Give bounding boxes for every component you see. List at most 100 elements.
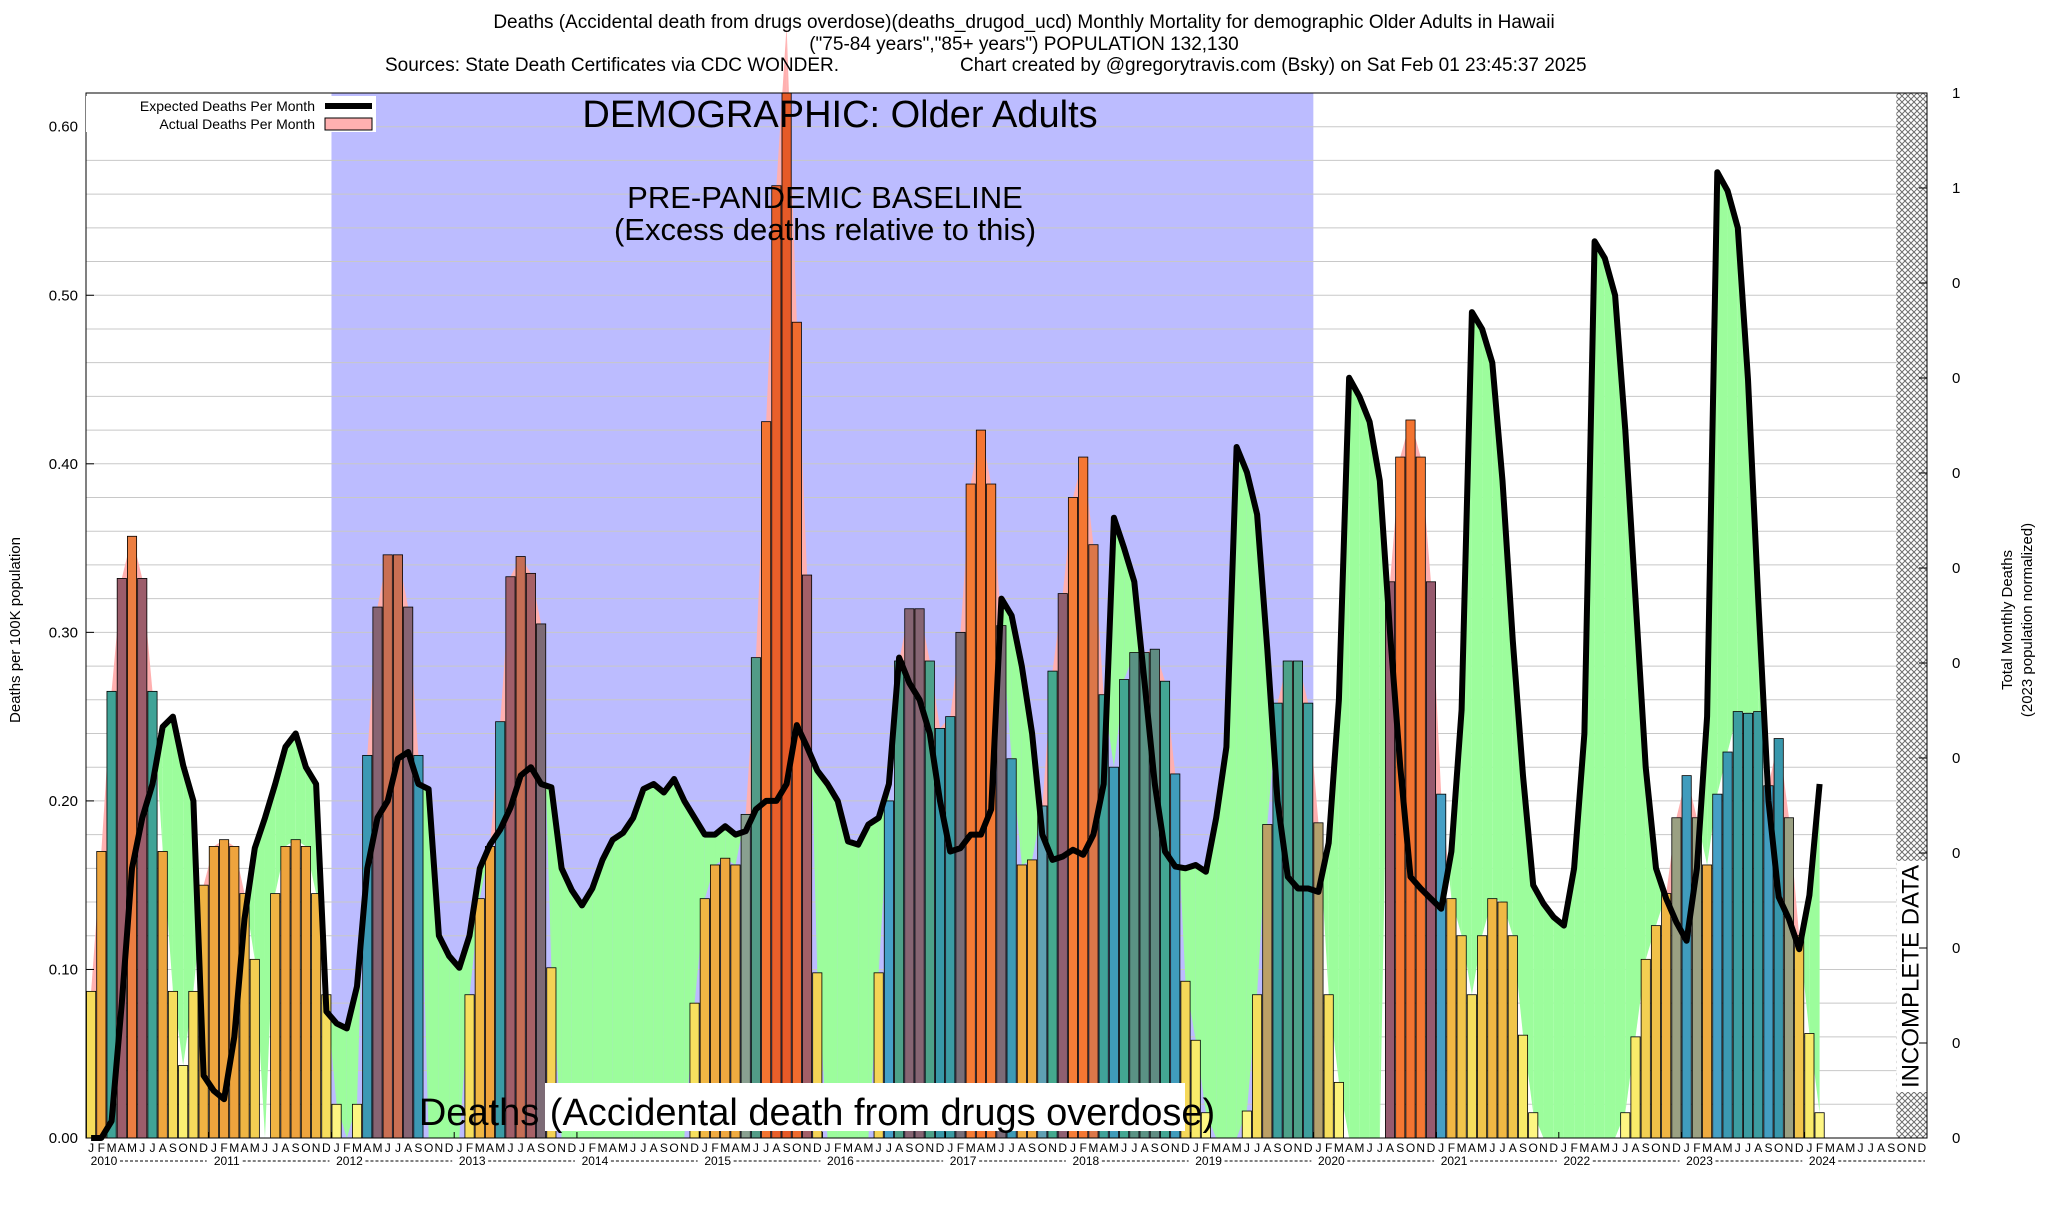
incomplete-label: INCOMPLETE DATA bbox=[1898, 865, 1925, 1088]
bar bbox=[1723, 752, 1732, 1138]
bar bbox=[751, 658, 760, 1138]
y2-tick-label: 1 bbox=[1952, 85, 1960, 102]
month-label: J bbox=[1489, 1141, 1495, 1155]
month-label: J bbox=[1858, 1141, 1864, 1155]
y-axis-label: Deaths per 100K population bbox=[7, 537, 24, 723]
bar bbox=[1457, 936, 1466, 1138]
bar bbox=[1048, 671, 1057, 1138]
month-label: O bbox=[301, 1141, 310, 1155]
month-label: M bbox=[1109, 1141, 1119, 1155]
y2-tick-label: 0 bbox=[1952, 940, 1960, 957]
bar bbox=[271, 894, 280, 1138]
month-label: D bbox=[445, 1141, 454, 1155]
baseline-label: PRE-PANDEMIC BASELINE bbox=[627, 180, 1023, 215]
y-tick-label: 0.00 bbox=[49, 1130, 78, 1147]
month-label: J bbox=[385, 1141, 391, 1155]
month-label: J bbox=[1438, 1141, 1444, 1155]
month-label: D bbox=[322, 1141, 331, 1155]
bar bbox=[301, 846, 310, 1138]
month-label: F bbox=[711, 1141, 718, 1155]
month-label: F bbox=[1080, 1141, 1087, 1155]
month-label: J bbox=[630, 1141, 636, 1155]
y-tick-label: 0.60 bbox=[49, 119, 78, 136]
bar bbox=[1621, 1113, 1630, 1138]
month-label: F bbox=[1816, 1141, 1823, 1155]
month-label: M bbox=[843, 1141, 853, 1155]
month-label: J bbox=[1193, 1141, 1199, 1155]
month-label: N bbox=[1048, 1141, 1057, 1155]
month-label: A bbox=[854, 1141, 862, 1155]
bar bbox=[363, 755, 372, 1138]
month-label: F bbox=[589, 1141, 596, 1155]
bar bbox=[373, 607, 382, 1138]
bottom-label: Deaths (Accidental death from drugs over… bbox=[419, 1092, 1215, 1134]
month-label: O bbox=[1897, 1141, 1906, 1155]
month-label: A bbox=[1836, 1141, 1844, 1155]
month-label: A bbox=[1386, 1141, 1394, 1155]
month-label: J bbox=[211, 1141, 217, 1155]
y2-tick-label: 0 bbox=[1952, 750, 1960, 767]
month-label: J bbox=[1244, 1141, 1250, 1155]
bar bbox=[414, 755, 423, 1138]
month-label: M bbox=[618, 1141, 628, 1155]
month-label: A bbox=[609, 1141, 617, 1155]
y2-axis-label: Total Monthly Deaths bbox=[1999, 550, 2016, 690]
month-label: S bbox=[1887, 1141, 1895, 1155]
month-label: M bbox=[1457, 1141, 1467, 1155]
difference-fill bbox=[1472, 312, 1482, 995]
bar bbox=[1416, 457, 1425, 1138]
bar bbox=[1079, 457, 1088, 1138]
month-label: O bbox=[792, 1141, 801, 1155]
month-label: F bbox=[1448, 1141, 1455, 1155]
month-label: S bbox=[660, 1141, 668, 1155]
month-label: J bbox=[507, 1141, 513, 1155]
bar bbox=[87, 991, 96, 1138]
month-label: D bbox=[1058, 1141, 1067, 1155]
month-label: J bbox=[149, 1141, 155, 1155]
month-label: S bbox=[292, 1141, 300, 1155]
month-label: A bbox=[404, 1141, 412, 1155]
legend-actual-swatch bbox=[325, 118, 372, 130]
month-label: A bbox=[1754, 1141, 1762, 1155]
bar bbox=[1508, 936, 1517, 1138]
month-label: J bbox=[1070, 1141, 1076, 1155]
bar bbox=[250, 959, 259, 1138]
bar bbox=[1334, 1082, 1343, 1138]
month-label: S bbox=[1642, 1141, 1650, 1155]
month-label: J bbox=[1131, 1141, 1137, 1155]
month-label: A bbox=[241, 1141, 249, 1155]
bar bbox=[1641, 959, 1650, 1138]
bar bbox=[1733, 712, 1742, 1138]
month-label: O bbox=[178, 1141, 187, 1155]
month-label: M bbox=[1354, 1141, 1364, 1155]
bar bbox=[1007, 759, 1016, 1138]
y2-tick-label: 0 bbox=[1952, 1130, 1960, 1147]
y2-tick-label: 0 bbox=[1952, 560, 1960, 577]
bar bbox=[97, 851, 106, 1138]
bar bbox=[946, 717, 955, 1138]
month-label: J bbox=[1735, 1141, 1741, 1155]
month-label: A bbox=[1018, 1141, 1026, 1155]
bar bbox=[1784, 818, 1793, 1138]
month-label: F bbox=[98, 1141, 105, 1155]
bar bbox=[281, 846, 290, 1138]
bar bbox=[1498, 902, 1507, 1138]
month-label: F bbox=[834, 1141, 841, 1155]
month-label: O bbox=[1283, 1141, 1292, 1155]
month-label: S bbox=[1396, 1141, 1404, 1155]
month-label: A bbox=[1591, 1141, 1599, 1155]
difference-fill bbox=[1370, 422, 1380, 1138]
legend: Expected Deaths Per Month Actual Deaths … bbox=[86, 96, 376, 132]
month-label: J bbox=[1684, 1141, 1690, 1155]
y-tick-label: 0.40 bbox=[49, 456, 78, 473]
difference-fill bbox=[1359, 396, 1369, 1138]
month-label: N bbox=[1294, 1141, 1303, 1155]
month-label: N bbox=[1785, 1141, 1794, 1155]
month-label: N bbox=[1539, 1141, 1548, 1155]
month-label: J bbox=[876, 1141, 882, 1155]
month-label: J bbox=[1009, 1141, 1015, 1155]
year-label: 2017 bbox=[950, 1154, 977, 1168]
y2-tick-label: 0 bbox=[1952, 845, 1960, 862]
month-label: M bbox=[229, 1141, 239, 1155]
